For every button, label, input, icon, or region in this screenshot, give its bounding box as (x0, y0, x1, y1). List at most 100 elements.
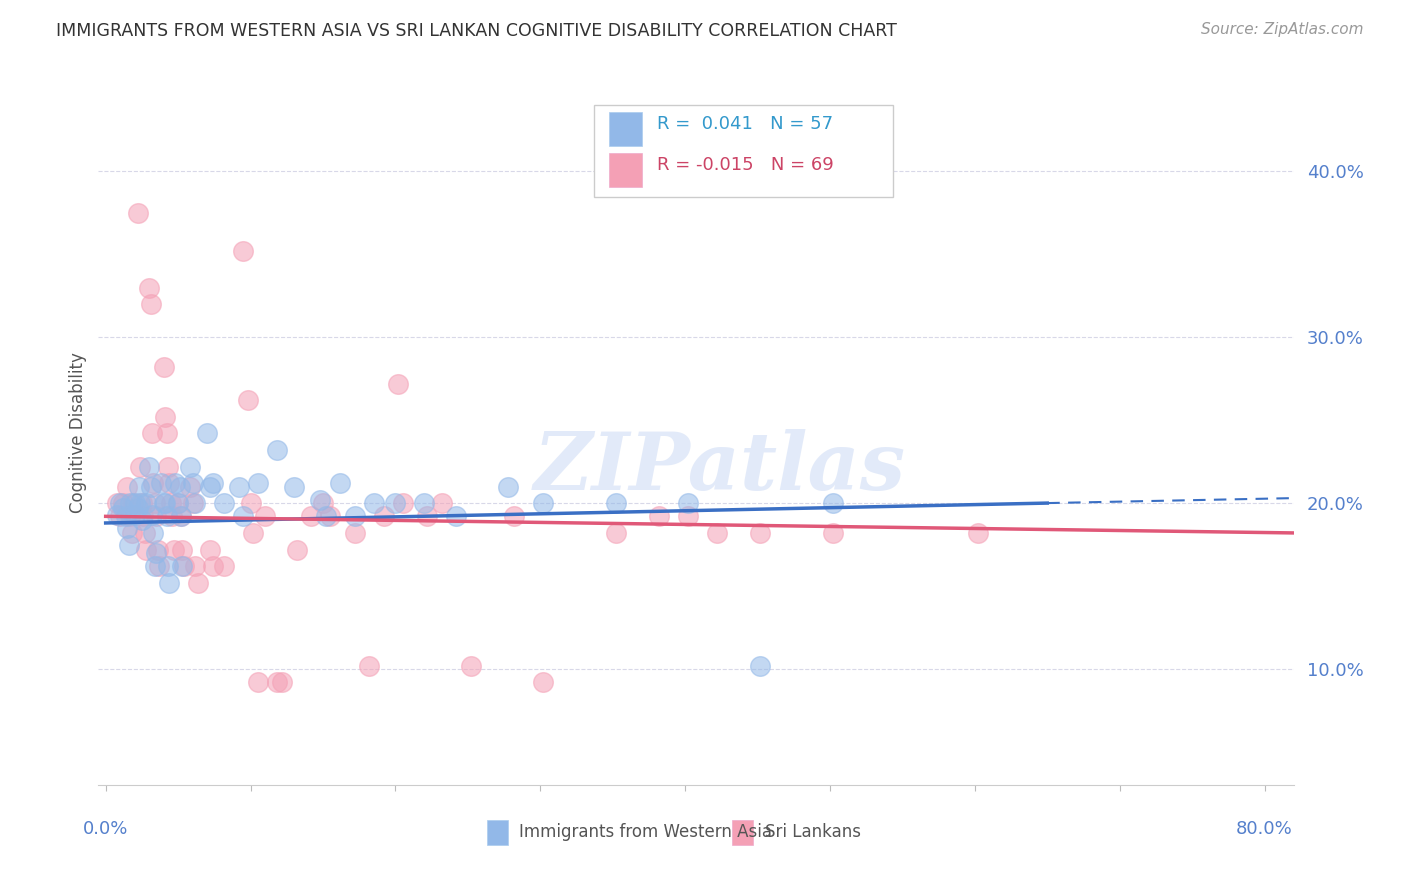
Point (384, 496, 406, 510)
Point (141, 508, 163, 522)
FancyBboxPatch shape (609, 112, 643, 145)
Point (108, 496, 131, 510)
Point (749, 525, 772, 540)
Point (135, 542, 157, 557)
Text: R = -0.015   N = 69: R = -0.015 N = 69 (657, 156, 834, 174)
Point (145, 546, 167, 560)
Point (359, 658, 381, 673)
Point (105, 496, 128, 510)
Point (139, 297, 162, 311)
Text: 80.0%: 80.0% (1236, 820, 1294, 838)
Point (184, 496, 207, 510)
Point (179, 459, 201, 474)
Point (285, 542, 308, 557)
Point (153, 496, 176, 510)
Point (181, 496, 204, 510)
Point (157, 575, 180, 590)
Point (531, 675, 554, 690)
Point (167, 496, 190, 510)
Point (120, 509, 142, 524)
Point (121, 525, 143, 540)
Point (149, 476, 172, 491)
Point (152, 496, 174, 510)
Point (112, 496, 135, 510)
Point (120, 496, 142, 510)
Point (498, 479, 520, 493)
Point (141, 426, 163, 441)
Point (143, 559, 166, 574)
Point (142, 525, 165, 540)
Point (112, 501, 135, 516)
Point (156, 559, 179, 574)
Point (413, 496, 436, 510)
Point (127, 501, 149, 516)
Point (232, 244, 254, 258)
Point (117, 521, 139, 535)
Point (315, 509, 337, 524)
Point (299, 509, 322, 524)
Point (214, 559, 236, 574)
Text: IMMIGRANTS FROM WESTERN ASIA VS SRI LANKAN COGNITIVE DISABILITY CORRELATION CHAR: IMMIGRANTS FROM WESTERN ASIA VS SRI LANK… (56, 22, 897, 40)
Text: R =  0.041   N = 57: R = 0.041 N = 57 (657, 115, 832, 133)
Point (201, 559, 224, 574)
Point (129, 459, 152, 474)
Point (152, 360, 174, 375)
Point (173, 559, 195, 574)
Point (157, 476, 180, 491)
Point (142, 476, 165, 491)
Point (153, 409, 176, 424)
Point (118, 537, 141, 551)
Text: ZIPatlas: ZIPatlas (534, 429, 905, 507)
Point (329, 476, 352, 491)
Point (966, 525, 988, 540)
Point (148, 559, 170, 574)
Point (444, 509, 467, 524)
Point (170, 509, 193, 524)
Point (676, 496, 699, 510)
Point (131, 496, 153, 510)
Point (605, 525, 627, 540)
Point (127, 206, 149, 220)
Point (128, 479, 150, 493)
Point (214, 496, 236, 510)
Point (343, 525, 366, 540)
Point (124, 496, 146, 510)
Point (242, 525, 264, 540)
Point (172, 559, 194, 574)
Point (239, 496, 262, 510)
Point (122, 496, 145, 510)
Point (169, 479, 191, 493)
Text: Sri Lankans: Sri Lankans (765, 823, 862, 841)
Point (156, 459, 179, 474)
Point (146, 542, 169, 557)
Y-axis label: Cognitive Disability: Cognitive Disability (69, 352, 87, 513)
Point (129, 496, 152, 510)
Point (134, 525, 156, 540)
Point (170, 509, 193, 524)
Point (821, 496, 844, 510)
Text: 0.0%: 0.0% (83, 820, 128, 838)
Point (283, 479, 305, 493)
Point (172, 542, 194, 557)
Point (138, 280, 160, 294)
Point (163, 542, 186, 557)
Point (430, 496, 453, 510)
Point (181, 476, 204, 491)
Point (605, 496, 627, 510)
Point (139, 479, 162, 493)
Point (165, 476, 187, 491)
Point (246, 476, 269, 491)
Point (232, 509, 254, 524)
Point (167, 496, 190, 510)
Point (312, 496, 335, 510)
FancyBboxPatch shape (733, 821, 754, 845)
Point (236, 393, 259, 408)
Point (309, 492, 332, 507)
Point (821, 525, 844, 540)
Point (266, 675, 288, 690)
Point (105, 508, 128, 522)
Point (143, 496, 166, 510)
Point (266, 443, 288, 458)
Point (319, 509, 342, 524)
Point (162, 509, 184, 524)
